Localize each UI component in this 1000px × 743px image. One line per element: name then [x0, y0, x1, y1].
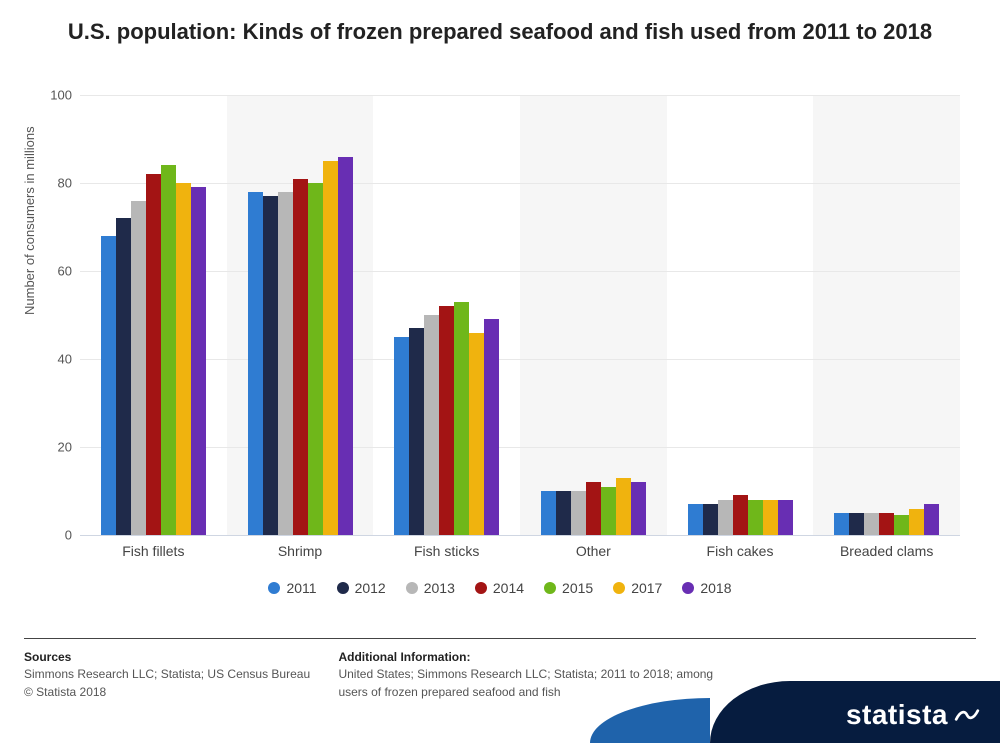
footer-additional: Additional Information: United States; S… [338, 649, 718, 701]
brand-curve [590, 698, 710, 743]
legend-item: 2012 [337, 580, 386, 596]
footer: Sources Simmons Research LLC; Statista; … [24, 638, 976, 743]
bar [101, 236, 116, 535]
bar [703, 504, 718, 535]
chart-title: U.S. population: Kinds of frozen prepare… [0, 0, 1000, 55]
legend-swatch [613, 582, 625, 594]
additional-text: United States; Simmons Research LLC; Sta… [338, 666, 718, 701]
x-tick-label: Breaded clams [840, 543, 933, 559]
bar [248, 192, 263, 535]
bar [763, 500, 778, 535]
bar [116, 218, 131, 535]
bar [688, 504, 703, 535]
bar [161, 165, 176, 535]
brand-badge: statista [710, 681, 1000, 743]
bar [631, 482, 646, 535]
bar [146, 174, 161, 535]
legend-swatch [406, 582, 418, 594]
bar [484, 319, 499, 535]
bar [191, 187, 206, 535]
bar [924, 504, 939, 535]
bar [293, 179, 308, 535]
bar [571, 491, 586, 535]
legend-swatch [682, 582, 694, 594]
legend: 2011 2012 2013 2014 2015 2017 2018 [0, 580, 1000, 599]
legend-swatch [475, 582, 487, 594]
bar [879, 513, 894, 535]
bar [849, 513, 864, 535]
y-tick-label: 0 [65, 528, 72, 543]
bar [469, 333, 484, 535]
x-tick-label: Fish cakes [707, 543, 774, 559]
legend-item: 2017 [613, 580, 662, 596]
x-axis-line [80, 535, 960, 536]
bar [394, 337, 409, 535]
bar [323, 161, 338, 535]
bar [909, 509, 924, 535]
sources-heading: Sources [24, 649, 324, 666]
y-tick-label: 60 [58, 264, 72, 279]
bar [409, 328, 424, 535]
legend-label: 2017 [631, 580, 662, 596]
brand-wave-icon [954, 702, 980, 728]
legend-label: 2013 [424, 580, 455, 596]
x-tick-label: Fish fillets [122, 543, 184, 559]
bar [424, 315, 439, 535]
legend-label: 2014 [493, 580, 524, 596]
bar [176, 183, 191, 535]
y-tick-label: 80 [58, 176, 72, 191]
bars-layer [80, 95, 960, 535]
legend-item: 2015 [544, 580, 593, 596]
legend-swatch [337, 582, 349, 594]
bar [864, 513, 879, 535]
legend-swatch [544, 582, 556, 594]
bar [718, 500, 733, 535]
bar [454, 302, 469, 535]
bar [263, 196, 278, 535]
footer-sources: Sources Simmons Research LLC; Statista; … [24, 649, 324, 701]
y-tick-label: 100 [50, 88, 72, 103]
bar [894, 515, 909, 535]
y-tick-label: 40 [58, 352, 72, 367]
legend-item: 2014 [475, 580, 524, 596]
bar [748, 500, 763, 535]
x-tick-label: Other [576, 543, 611, 559]
bar [131, 201, 146, 535]
bar [308, 183, 323, 535]
bar [601, 487, 616, 535]
legend-label: 2012 [355, 580, 386, 596]
bar [616, 478, 631, 535]
bar [338, 157, 353, 535]
copyright-text: © Statista 2018 [24, 684, 324, 701]
bar [541, 491, 556, 535]
y-axis-title: Number of consumers in millions [22, 126, 37, 315]
bar [778, 500, 793, 535]
chart-area: 020406080100 Fish filletsShrimpFish stic… [80, 95, 960, 575]
bar [834, 513, 849, 535]
bar [278, 192, 293, 535]
x-tick-label: Shrimp [278, 543, 322, 559]
legend-label: 2011 [286, 580, 316, 596]
legend-swatch [268, 582, 280, 594]
legend-label: 2015 [562, 580, 593, 596]
x-tick-label: Fish sticks [414, 543, 479, 559]
y-tick-label: 20 [58, 440, 72, 455]
bar [733, 495, 748, 535]
additional-heading: Additional Information: [338, 649, 718, 666]
bar [556, 491, 571, 535]
legend-item: 2011 [268, 580, 316, 596]
bar [439, 306, 454, 535]
bar [586, 482, 601, 535]
legend-label: 2018 [700, 580, 731, 596]
legend-item: 2018 [682, 580, 731, 596]
sources-text: Simmons Research LLC; Statista; US Censu… [24, 666, 324, 683]
brand-text: statista [846, 699, 980, 731]
brand-name: statista [846, 699, 948, 731]
legend-item: 2013 [406, 580, 455, 596]
